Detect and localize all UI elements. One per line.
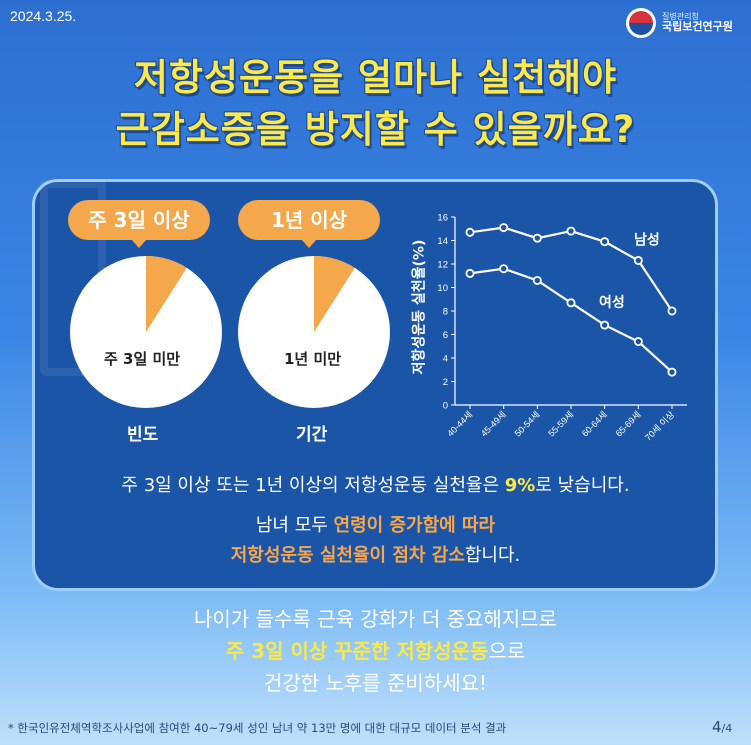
- frequency-inner-label: 주 3일 미만: [104, 350, 181, 368]
- summary-line-2-pre: 남녀 모두: [255, 515, 334, 536]
- org-name: 국립보건연구원: [662, 20, 733, 34]
- data-point: [566, 226, 576, 236]
- x-tick-label: 65-69세: [614, 409, 643, 438]
- summary-line-3: 저항성운동 실천율이 점차 감소합니다.: [0, 544, 751, 568]
- summary-line-1-pre: 주 3일 이상 또는 1년 이상의 저항성운동 실천율은: [121, 475, 505, 496]
- data-point: [633, 337, 643, 347]
- date: 2024.3.25.: [10, 8, 77, 24]
- frequency-pie: [70, 256, 222, 408]
- data-point: [600, 237, 610, 247]
- age-line-chart: 0 2 4 6 8 10 12 14 16 40-44세 45-49세 50-54세 55-59세 60-…: [437, 213, 687, 443]
- x-tick-label: 55-59세: [546, 409, 575, 438]
- data-point: [465, 268, 475, 278]
- page-number: 4/4: [712, 718, 733, 736]
- y-tick-label: 6: [443, 330, 448, 341]
- x-tick-label: 50-54세: [513, 409, 542, 438]
- series-line-female: [469, 267, 673, 373]
- data-point: [667, 306, 677, 316]
- advice-highlight: 주 3일 이상 꾸준한 저항성운동: [225, 639, 489, 663]
- y-tick-label: 12: [437, 260, 448, 271]
- org-logo: 질병관리청 국립보건연구원: [626, 8, 733, 38]
- y-tick-label: 14: [437, 236, 448, 247]
- y-tick-label: 2: [443, 377, 448, 388]
- y-tick-label: 4: [443, 354, 448, 365]
- y-tick-label: 16: [437, 213, 448, 224]
- duration-caption: 기간: [296, 425, 328, 445]
- org-parent: 질병관리청: [662, 12, 699, 22]
- summary-line-3-post: 합니다.: [464, 545, 521, 566]
- government-emblem-icon: [626, 8, 656, 38]
- data-point: [600, 320, 610, 330]
- summary-line-1: 주 3일 이상 또는 1년 이상의 저항성운동 실천율은 9%로 낮습니다.: [0, 474, 751, 498]
- data-point: [633, 255, 643, 265]
- summary-line-1-post: 로 낮습니다.: [535, 475, 630, 496]
- advice-line-2: 주 3일 이상 꾸준한 저항성운동으로: [0, 636, 751, 666]
- footnote: * 한국인유전체역학조사사업에 참여한 40~79세 성인 남녀 약 13만 명…: [8, 721, 507, 735]
- page-title: 저항성운동을 얼마나 실천해야 근감소증을 방지할 수 있을까요?: [0, 52, 751, 156]
- y-tick-label: 10: [437, 283, 448, 294]
- frequency-pie-slice: [146, 256, 187, 332]
- data-point: [667, 367, 677, 377]
- y-tick-label: 0: [443, 401, 448, 412]
- advice-line-2-post: 으로: [488, 639, 526, 663]
- advice-line-1: 나이가 들수록 근육 강화가 더 중요해지므로: [194, 607, 557, 631]
- summary-line-2-highlight: 연령이 증가함에 따라: [333, 515, 496, 536]
- frequency-caption: 빈도: [127, 425, 159, 445]
- data-point: [566, 298, 576, 308]
- data-point: [465, 227, 475, 237]
- summary-line-3-highlight: 저항성운동 실천율이 점차 감소: [230, 545, 465, 566]
- legend-female: 여성: [599, 294, 625, 311]
- data-point: [532, 275, 542, 285]
- duration-badge: 1년 이상: [238, 200, 380, 248]
- x-tick-label: 40-44세: [445, 409, 474, 438]
- duration-pie: [238, 256, 390, 408]
- x-tick-label: 60-64세: [580, 409, 609, 438]
- duration-percent: 9%: [282, 270, 306, 286]
- summary-line-1-highlight: 9%: [504, 475, 536, 496]
- data-point: [532, 233, 542, 243]
- data-point: [499, 223, 509, 233]
- frequency-percent: 9%: [114, 270, 138, 286]
- legend-male: 남성: [634, 231, 660, 248]
- y-tick-label: 8: [443, 307, 448, 318]
- frequency-badge: 주 3일 이상: [68, 200, 210, 248]
- x-tick-label: 45-49세: [479, 409, 508, 438]
- title-line-2: 근감소증을 방지할 수 있을까요?: [115, 108, 636, 151]
- data-point: [499, 264, 509, 274]
- advice-line-3: 건강한 노후를 준비하세요!: [263, 671, 488, 695]
- duration-pie-slice: [314, 256, 355, 332]
- duration-inner-label: 1년 미만: [284, 350, 342, 368]
- title-line-1: 저항성운동을 얼마나 실천해야: [133, 56, 618, 99]
- summary-line-2: 남녀 모두 연령이 증가함에 따라: [0, 514, 751, 538]
- x-tick-label: 70세 이상: [643, 409, 676, 442]
